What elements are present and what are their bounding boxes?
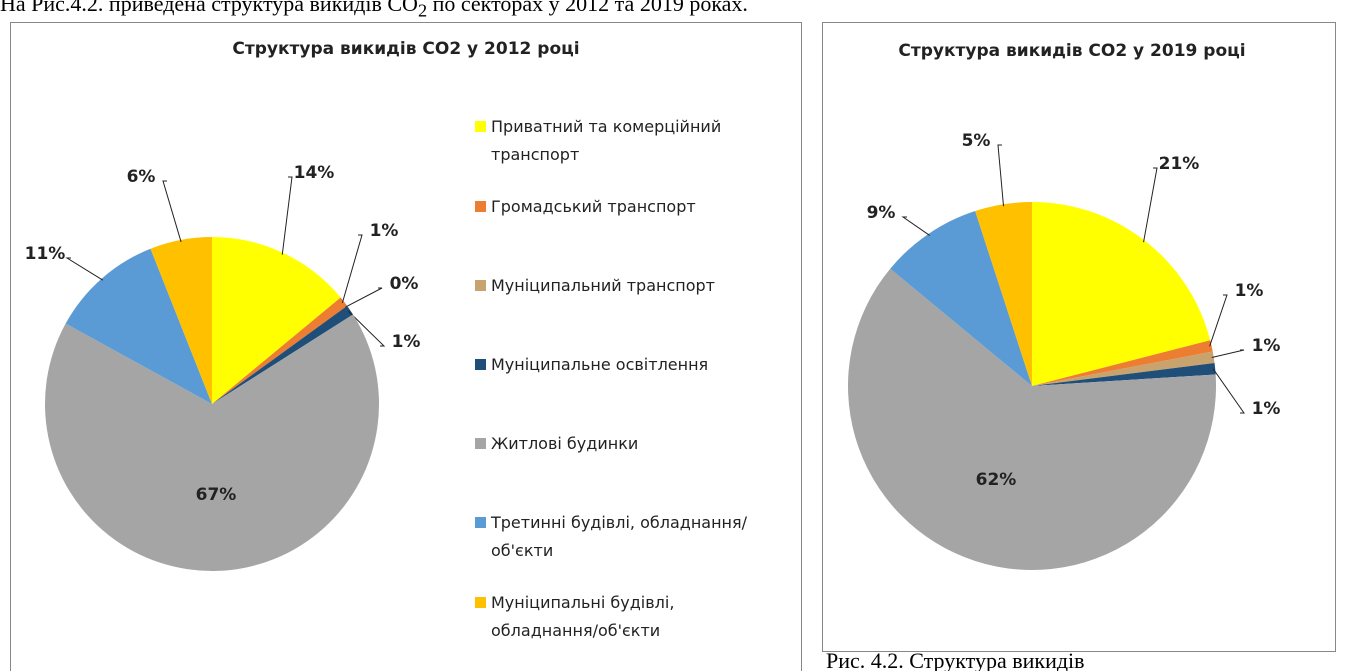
data-label: 14%: [294, 163, 335, 183]
leader-line: [345, 287, 383, 308]
legend-swatch: [475, 438, 486, 449]
data-label: 0%: [390, 274, 419, 294]
leader-line: [1212, 368, 1245, 414]
pie-slice: [975, 202, 1032, 386]
legend-label: Третинні будівлі, обладнання/об'єкти: [491, 513, 748, 560]
pie-slice: [212, 297, 348, 404]
caption: Рис. 4.2. Структура викидів: [826, 648, 1085, 671]
legend-label: Громадський транспорт: [491, 197, 696, 216]
data-label: 11%: [25, 244, 66, 264]
pie-slice: [1032, 340, 1213, 386]
chart-frame: Структура викидів CO2 у 2019 році 21% 1% 1%…: [822, 22, 1336, 652]
intro-text-part: На Рис.4.2. приведена структура викидів …: [0, 0, 418, 16]
legend-label: Приватний та комерційний транспорт: [491, 117, 722, 164]
chart: Структура викидів CO2 у 2019 році 21% 1% 1%…: [848, 41, 1281, 571]
leader-line: [348, 310, 386, 347]
leader-line: [1211, 349, 1245, 359]
legend-item: Приватний та комерційний транспорт: [475, 113, 751, 169]
legend-swatch: [475, 597, 486, 608]
legend-item: Муніципальне освітлення: [475, 351, 811, 379]
leader-line: [901, 216, 930, 236]
legend-item: Громадський транспорт: [475, 193, 811, 221]
legend-swatch: [475, 517, 486, 528]
intro-text: На Рис.4.2. приведена структура викидів …: [0, 0, 748, 21]
data-label: 1%: [1235, 281, 1264, 301]
pie-slice: [150, 237, 212, 404]
legend-label: Муніципальне освітлення: [491, 355, 709, 374]
leader-line: [341, 234, 363, 304]
legend-item: Третинні будівлі, обладнання/об'єкти: [475, 509, 751, 565]
pie-slice: [212, 305, 354, 404]
data-label: 21%: [1159, 154, 1200, 174]
chart-title: Структура викидів CO2 у 2012 році: [232, 39, 579, 59]
chart-frame: Структура викидів CO2 у 2012 році 14% 1% 0%…: [10, 22, 802, 671]
leader-line: [65, 257, 104, 281]
chart-title: Структура викидів CO2 у 2019 році: [898, 41, 1245, 61]
legend-label: Муніципальний транспорт: [491, 276, 715, 295]
leader-line: [997, 144, 1005, 207]
pie-slice: [890, 211, 1032, 386]
pie-slice: [65, 248, 212, 404]
legend-swatch: [475, 359, 486, 370]
data-label: 62%: [976, 470, 1017, 490]
legend-swatch: [475, 280, 486, 291]
data-label: 1%: [370, 221, 399, 241]
pie-slice: [848, 268, 1216, 571]
legend-item: Житлові будинки: [475, 430, 811, 458]
data-label: 67%: [196, 485, 237, 505]
leader-line: [1143, 167, 1158, 243]
legend: Приватний та комерційний транспорт Громад…: [475, 113, 795, 671]
data-label: 6%: [127, 167, 156, 187]
legend-item: Муніципальні будівлі, обладнання/об'єкти: [475, 589, 751, 645]
pie-slice: [45, 314, 380, 571]
legend-swatch: [475, 121, 486, 132]
data-label: 9%: [867, 203, 896, 223]
legend-swatch: [475, 201, 486, 212]
legend-item: Муніципальний транспорт: [475, 272, 811, 300]
pie-slice: [212, 237, 341, 404]
pie-slice: [1032, 202, 1211, 386]
legend-label: Житлові будинки: [491, 434, 639, 453]
intro-text-part: по секторах у 2012 та 2019 роках.: [427, 0, 748, 16]
pie-slice: [1032, 351, 1215, 386]
data-label: 1%: [1252, 399, 1281, 419]
leader-line: [1209, 294, 1228, 347]
leader-line: [281, 176, 293, 255]
legend-label: Муніципальні будівлі, обладнання/об'єкти: [491, 593, 675, 640]
data-label: 1%: [1252, 336, 1281, 356]
intro-subscript: 2: [417, 0, 428, 21]
chart: Структура викидів CO2 у 2012 році 14% 1% 0%…: [25, 39, 580, 571]
data-label: 1%: [392, 332, 421, 352]
leader-line: [162, 180, 182, 243]
pie-slice: [1032, 362, 1216, 386]
data-label: 5%: [962, 131, 991, 151]
